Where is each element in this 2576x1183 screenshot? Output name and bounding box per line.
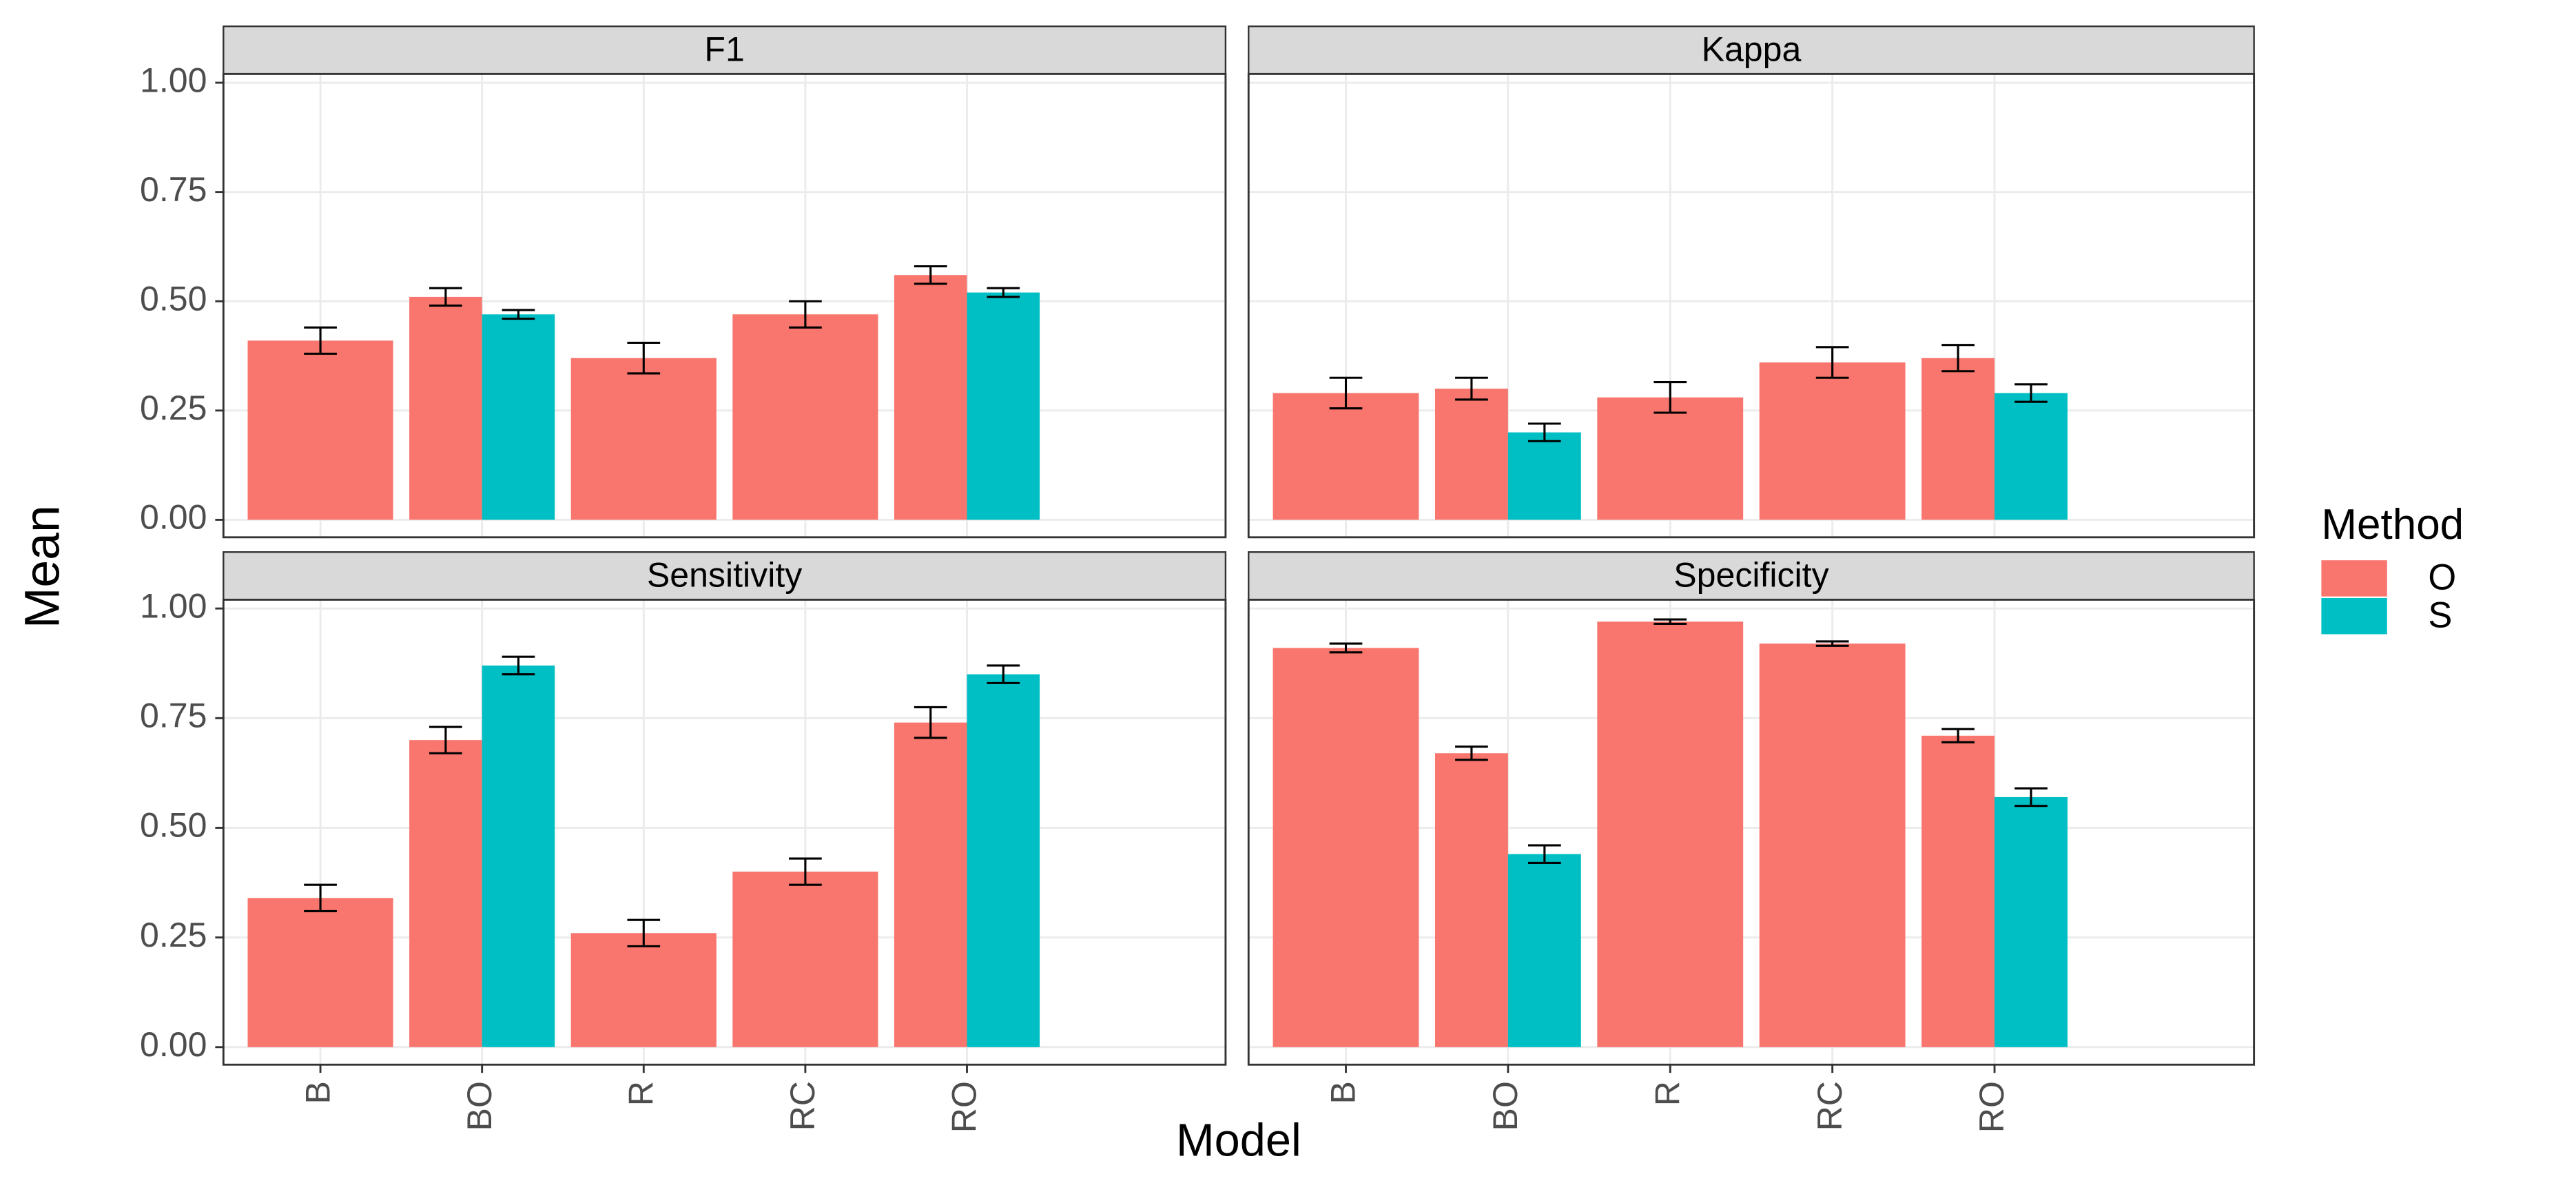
error-bar [789, 857, 822, 886]
error-bar [1329, 642, 1363, 654]
error-bar [1941, 344, 1975, 373]
facet-title: Sensitivity [647, 555, 802, 594]
y-tick-label: 0.00 [140, 498, 207, 537]
error-bar [1653, 618, 1687, 625]
panel-border [1247, 72, 2256, 539]
error-bar [627, 918, 661, 947]
strip [223, 25, 1227, 75]
error-bar [1455, 376, 1488, 401]
bar [1272, 648, 1419, 1047]
bar [1759, 362, 1906, 520]
error-bar [1815, 346, 1849, 379]
y-tick-label: 0.25 [140, 389, 207, 427]
y-tick-label: 0.50 [140, 806, 207, 845]
bar [732, 872, 878, 1047]
y-tick-label: 0.25 [140, 916, 207, 954]
y-tick-label: 1.00 [140, 61, 207, 99]
x-tick-label: R [1648, 1081, 1687, 1106]
error-bar [2015, 383, 2048, 403]
bar [1759, 644, 1906, 1047]
error-bar [1455, 745, 1488, 761]
y-tick-label: 0.75 [140, 170, 207, 209]
x-tick-label: B [1324, 1081, 1363, 1104]
legend-label: S [2428, 596, 2452, 636]
panel-border [222, 72, 1227, 539]
facet-title: Specificity [1673, 555, 1828, 594]
bar [1597, 397, 1744, 520]
error-bar [627, 341, 661, 375]
bar [570, 933, 717, 1047]
facet-title: Kappa [1702, 30, 1802, 68]
bar [1597, 621, 1744, 1047]
x-tick-label: RO [1972, 1081, 2011, 1133]
error-bar [429, 726, 462, 754]
y-tick-label: 0.75 [140, 697, 207, 735]
bar [1507, 432, 1581, 520]
y-axis-label: Mean [15, 505, 70, 628]
bar [894, 275, 967, 520]
bar [409, 740, 482, 1047]
error-bar [429, 287, 462, 307]
bar [1921, 735, 1995, 1047]
strip [1248, 25, 2255, 75]
bar [967, 292, 1040, 520]
error-bar [1815, 640, 1849, 647]
y-tick-label: 0.00 [140, 1025, 207, 1064]
bar [1434, 753, 1508, 1047]
error-bar [1527, 422, 1561, 442]
error-bar [1527, 844, 1561, 864]
panel-border [222, 598, 1227, 1066]
bar [894, 722, 967, 1047]
bar [1995, 796, 2068, 1047]
error-bar [304, 326, 337, 355]
error-bar [987, 287, 1020, 298]
error-bar [502, 309, 535, 320]
bar [1995, 393, 2068, 520]
x-tick-label: RC [783, 1081, 822, 1131]
x-tick-label: R [622, 1081, 661, 1106]
bar [732, 314, 878, 520]
legend-title: Method [2321, 501, 2464, 548]
bar [247, 898, 393, 1047]
error-bar [502, 655, 535, 676]
error-bar [987, 664, 1020, 684]
strip [1248, 551, 2255, 601]
error-bar [1653, 381, 1687, 414]
legend-label: O [2428, 558, 2456, 598]
x-tick-label: BO [460, 1081, 499, 1131]
bar [1921, 358, 1995, 520]
error-bar [914, 706, 947, 739]
bar [1272, 393, 1419, 520]
bar [482, 314, 555, 520]
error-bar [304, 883, 337, 912]
bar [1434, 389, 1508, 520]
bar [482, 665, 555, 1047]
y-tick-label: 1.00 [140, 586, 207, 625]
error-bar [914, 265, 947, 285]
facet-title: F1 [704, 30, 744, 68]
bar [247, 340, 393, 520]
bar [409, 296, 482, 520]
x-tick-label: BO [1486, 1081, 1525, 1131]
legend-swatch [2321, 560, 2387, 597]
bar [1507, 854, 1581, 1047]
error-bar [2015, 787, 2048, 807]
x-axis-label: Model [1176, 1115, 1301, 1166]
panel-border [1247, 598, 2256, 1066]
y-tick-label: 0.50 [140, 279, 207, 318]
strip [223, 551, 1227, 601]
error-bar [1329, 376, 1363, 410]
x-tick-label: B [298, 1081, 337, 1104]
legend-swatch [2321, 598, 2387, 635]
bar [967, 674, 1040, 1047]
error-bar [789, 300, 822, 329]
x-tick-label: RC [1811, 1081, 1849, 1131]
x-tick-label: RO [945, 1081, 984, 1133]
error-bar [1941, 728, 1975, 743]
bar [570, 358, 717, 520]
